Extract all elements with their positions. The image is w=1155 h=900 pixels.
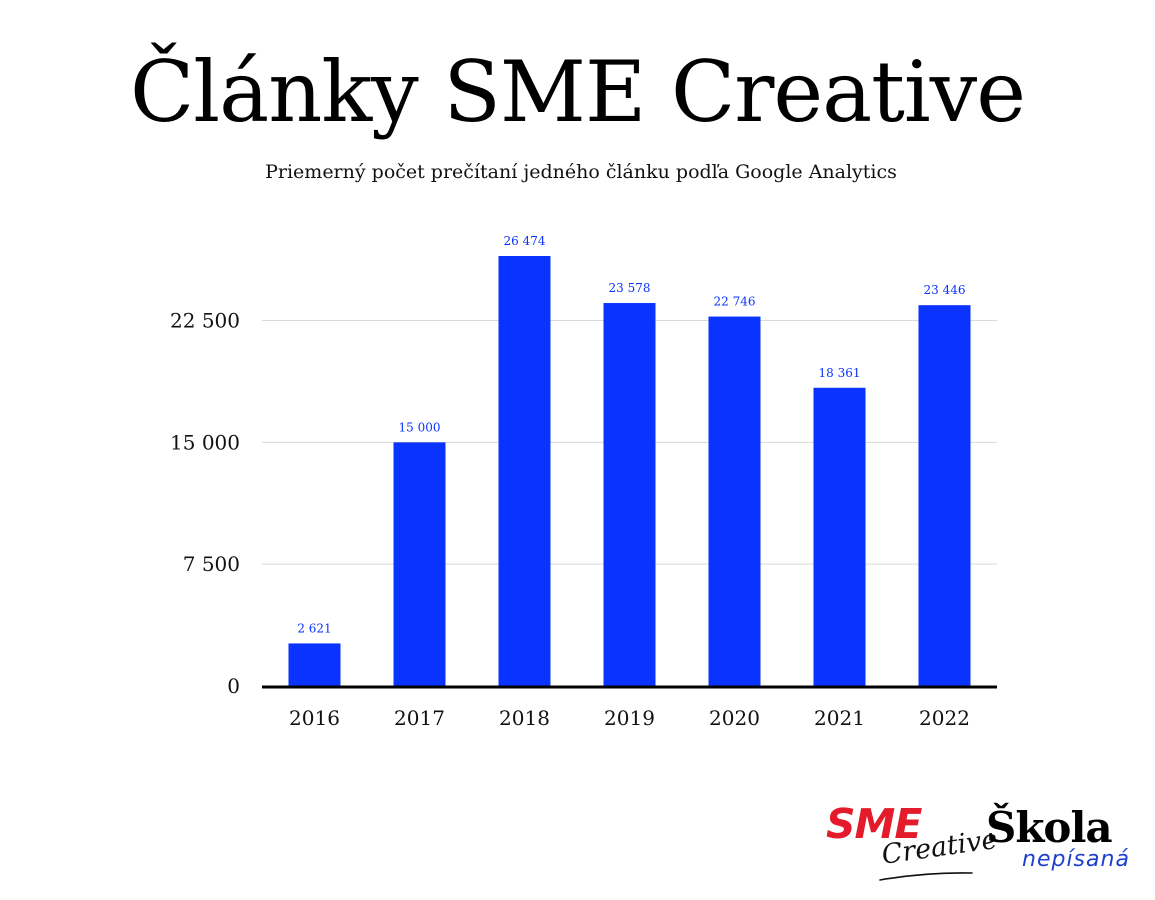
bar-2018 — [498, 256, 551, 686]
y-axis-tick-labels: 0 7 500 15 000 22 500 — [170, 309, 240, 698]
chart-subtitle: Priemerný počet prečítaní jedného článku… — [265, 161, 897, 183]
bars — [288, 256, 971, 686]
bar-value-label: 2 621 — [297, 621, 331, 635]
bar-value-labels: 2 621 15 000 26 474 23 578 22 746 18 361 23 44… — [297, 234, 965, 635]
bar-2016 — [288, 643, 341, 686]
bar-2017 — [393, 442, 446, 686]
bar-2020 — [708, 316, 761, 686]
x-tick-label: 2016 — [289, 706, 340, 730]
x-tick-label: 2021 — [814, 706, 865, 730]
y-tick-label: 15 000 — [170, 430, 240, 454]
bar-value-label: 26 474 — [504, 234, 546, 248]
bar-value-label: 23 578 — [609, 281, 651, 295]
x-axis-tick-labels: 2016 2017 2018 2019 2020 2021 2022 — [289, 706, 970, 730]
y-tick-label: 7 500 — [183, 552, 240, 576]
y-tick-label: 22 500 — [170, 309, 240, 333]
bar-value-label: 15 000 — [399, 420, 441, 434]
x-tick-label: 2018 — [499, 706, 550, 730]
bar-value-label: 18 361 — [819, 366, 861, 380]
bar-value-label: 22 746 — [714, 295, 756, 309]
x-tick-label: 2017 — [394, 706, 445, 730]
x-tick-label: 2020 — [709, 706, 760, 730]
x-tick-label: 2022 — [919, 706, 970, 730]
chart-title: Články SME Creative — [130, 43, 1026, 141]
bar-value-label: 23 446 — [924, 283, 966, 297]
y-tick-label: 0 — [227, 674, 240, 698]
x-tick-label: 2019 — [604, 706, 655, 730]
bar-2019 — [603, 303, 656, 686]
bar-2022 — [918, 305, 971, 686]
bar-2021 — [813, 387, 866, 686]
